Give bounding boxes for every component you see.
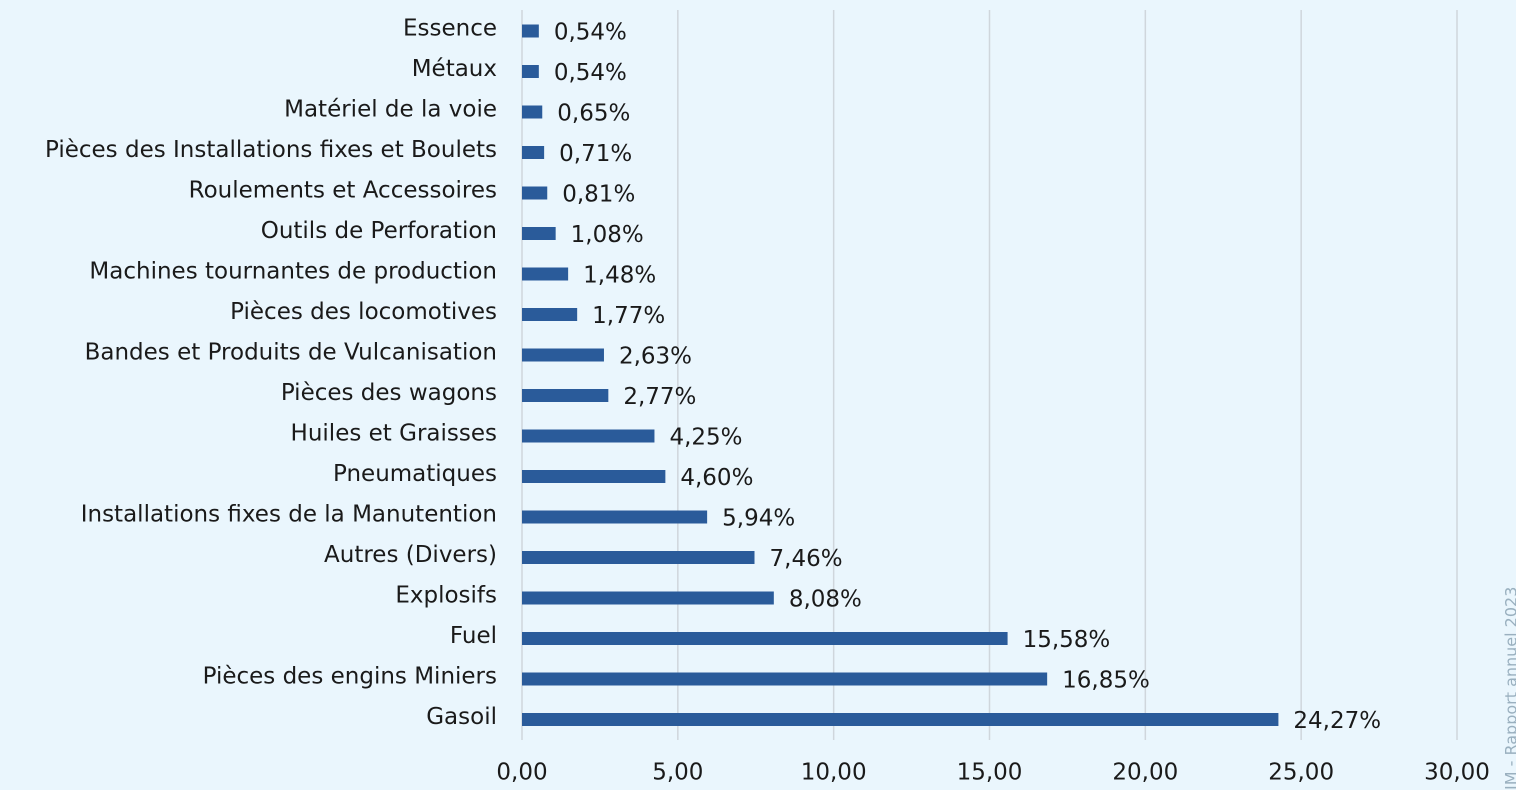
value-label: 8,08% [789, 587, 862, 613]
value-label: 24,27% [1293, 708, 1381, 734]
category-label: Métaux [412, 56, 497, 82]
category-label: Huiles et Graisses [291, 421, 497, 447]
bar [522, 510, 708, 524]
bar [522, 632, 1008, 645]
x-tick-label: 5,00 [652, 760, 703, 786]
bar [522, 146, 545, 159]
bar [522, 186, 548, 200]
bar [522, 267, 569, 281]
bar [522, 672, 1048, 686]
category-label: Machines tournantes de production [89, 259, 497, 285]
x-tick-label: 25,00 [1268, 760, 1334, 786]
value-label: 7,46% [770, 546, 843, 572]
bar [522, 348, 604, 362]
bar [522, 713, 1279, 726]
category-label: Autres (Divers) [324, 542, 497, 568]
value-label: 1,48% [583, 263, 656, 289]
category-label: Fuel [450, 623, 497, 649]
category-label: Pièces des Installations fixes et Boulet… [45, 137, 497, 163]
value-label: 5,94% [722, 506, 795, 532]
category-label: Explosifs [395, 583, 497, 609]
value-label: 0,54% [554, 60, 627, 86]
value-label: 0,71% [559, 141, 632, 167]
bar [522, 551, 755, 564]
bar [522, 389, 609, 402]
value-label: 0,81% [562, 182, 635, 208]
value-label: 16,85% [1062, 668, 1150, 694]
watermark: IM - Rapport annuel 2023 [1502, 587, 1516, 790]
category-label: Installations fixes de la Manutention [81, 502, 497, 528]
bar [522, 65, 539, 78]
x-tick-label: 15,00 [957, 760, 1023, 786]
bar [522, 429, 655, 443]
x-tick-label: 0,00 [496, 760, 547, 786]
value-label: 2,77% [623, 384, 696, 410]
category-label: Matériel de la voie [284, 97, 497, 123]
category-label: Pièces des wagons [281, 380, 497, 406]
x-tick-label: 10,00 [801, 760, 867, 786]
category-label: Pièces des locomotives [230, 299, 497, 325]
bar [522, 591, 774, 605]
category-label: Essence [403, 16, 497, 42]
x-tick-label: 30,00 [1424, 760, 1490, 786]
value-label: 1,77% [592, 303, 665, 329]
value-label: 4,60% [680, 465, 753, 491]
bar [522, 470, 666, 483]
category-label: Roulements et Accessoires [189, 178, 497, 204]
bar [522, 105, 543, 119]
value-label: 4,25% [669, 425, 742, 451]
value-label: 1,08% [571, 222, 644, 248]
bar [522, 24, 539, 38]
value-label: 2,63% [619, 344, 692, 370]
category-label: Gasoil [426, 704, 497, 730]
value-label: 15,58% [1023, 627, 1111, 653]
x-tick-label: 20,00 [1112, 760, 1178, 786]
category-label: Pneumatiques [333, 461, 497, 487]
category-label: Outils de Perforation [261, 218, 497, 244]
bar [522, 308, 578, 321]
category-label: Pièces des engins Miniers [203, 664, 497, 690]
category-label: Bandes et Produits de Vulcanisation [85, 340, 497, 366]
bar [522, 227, 556, 240]
value-label: 0,54% [554, 20, 627, 46]
value-label: 0,65% [557, 101, 630, 127]
